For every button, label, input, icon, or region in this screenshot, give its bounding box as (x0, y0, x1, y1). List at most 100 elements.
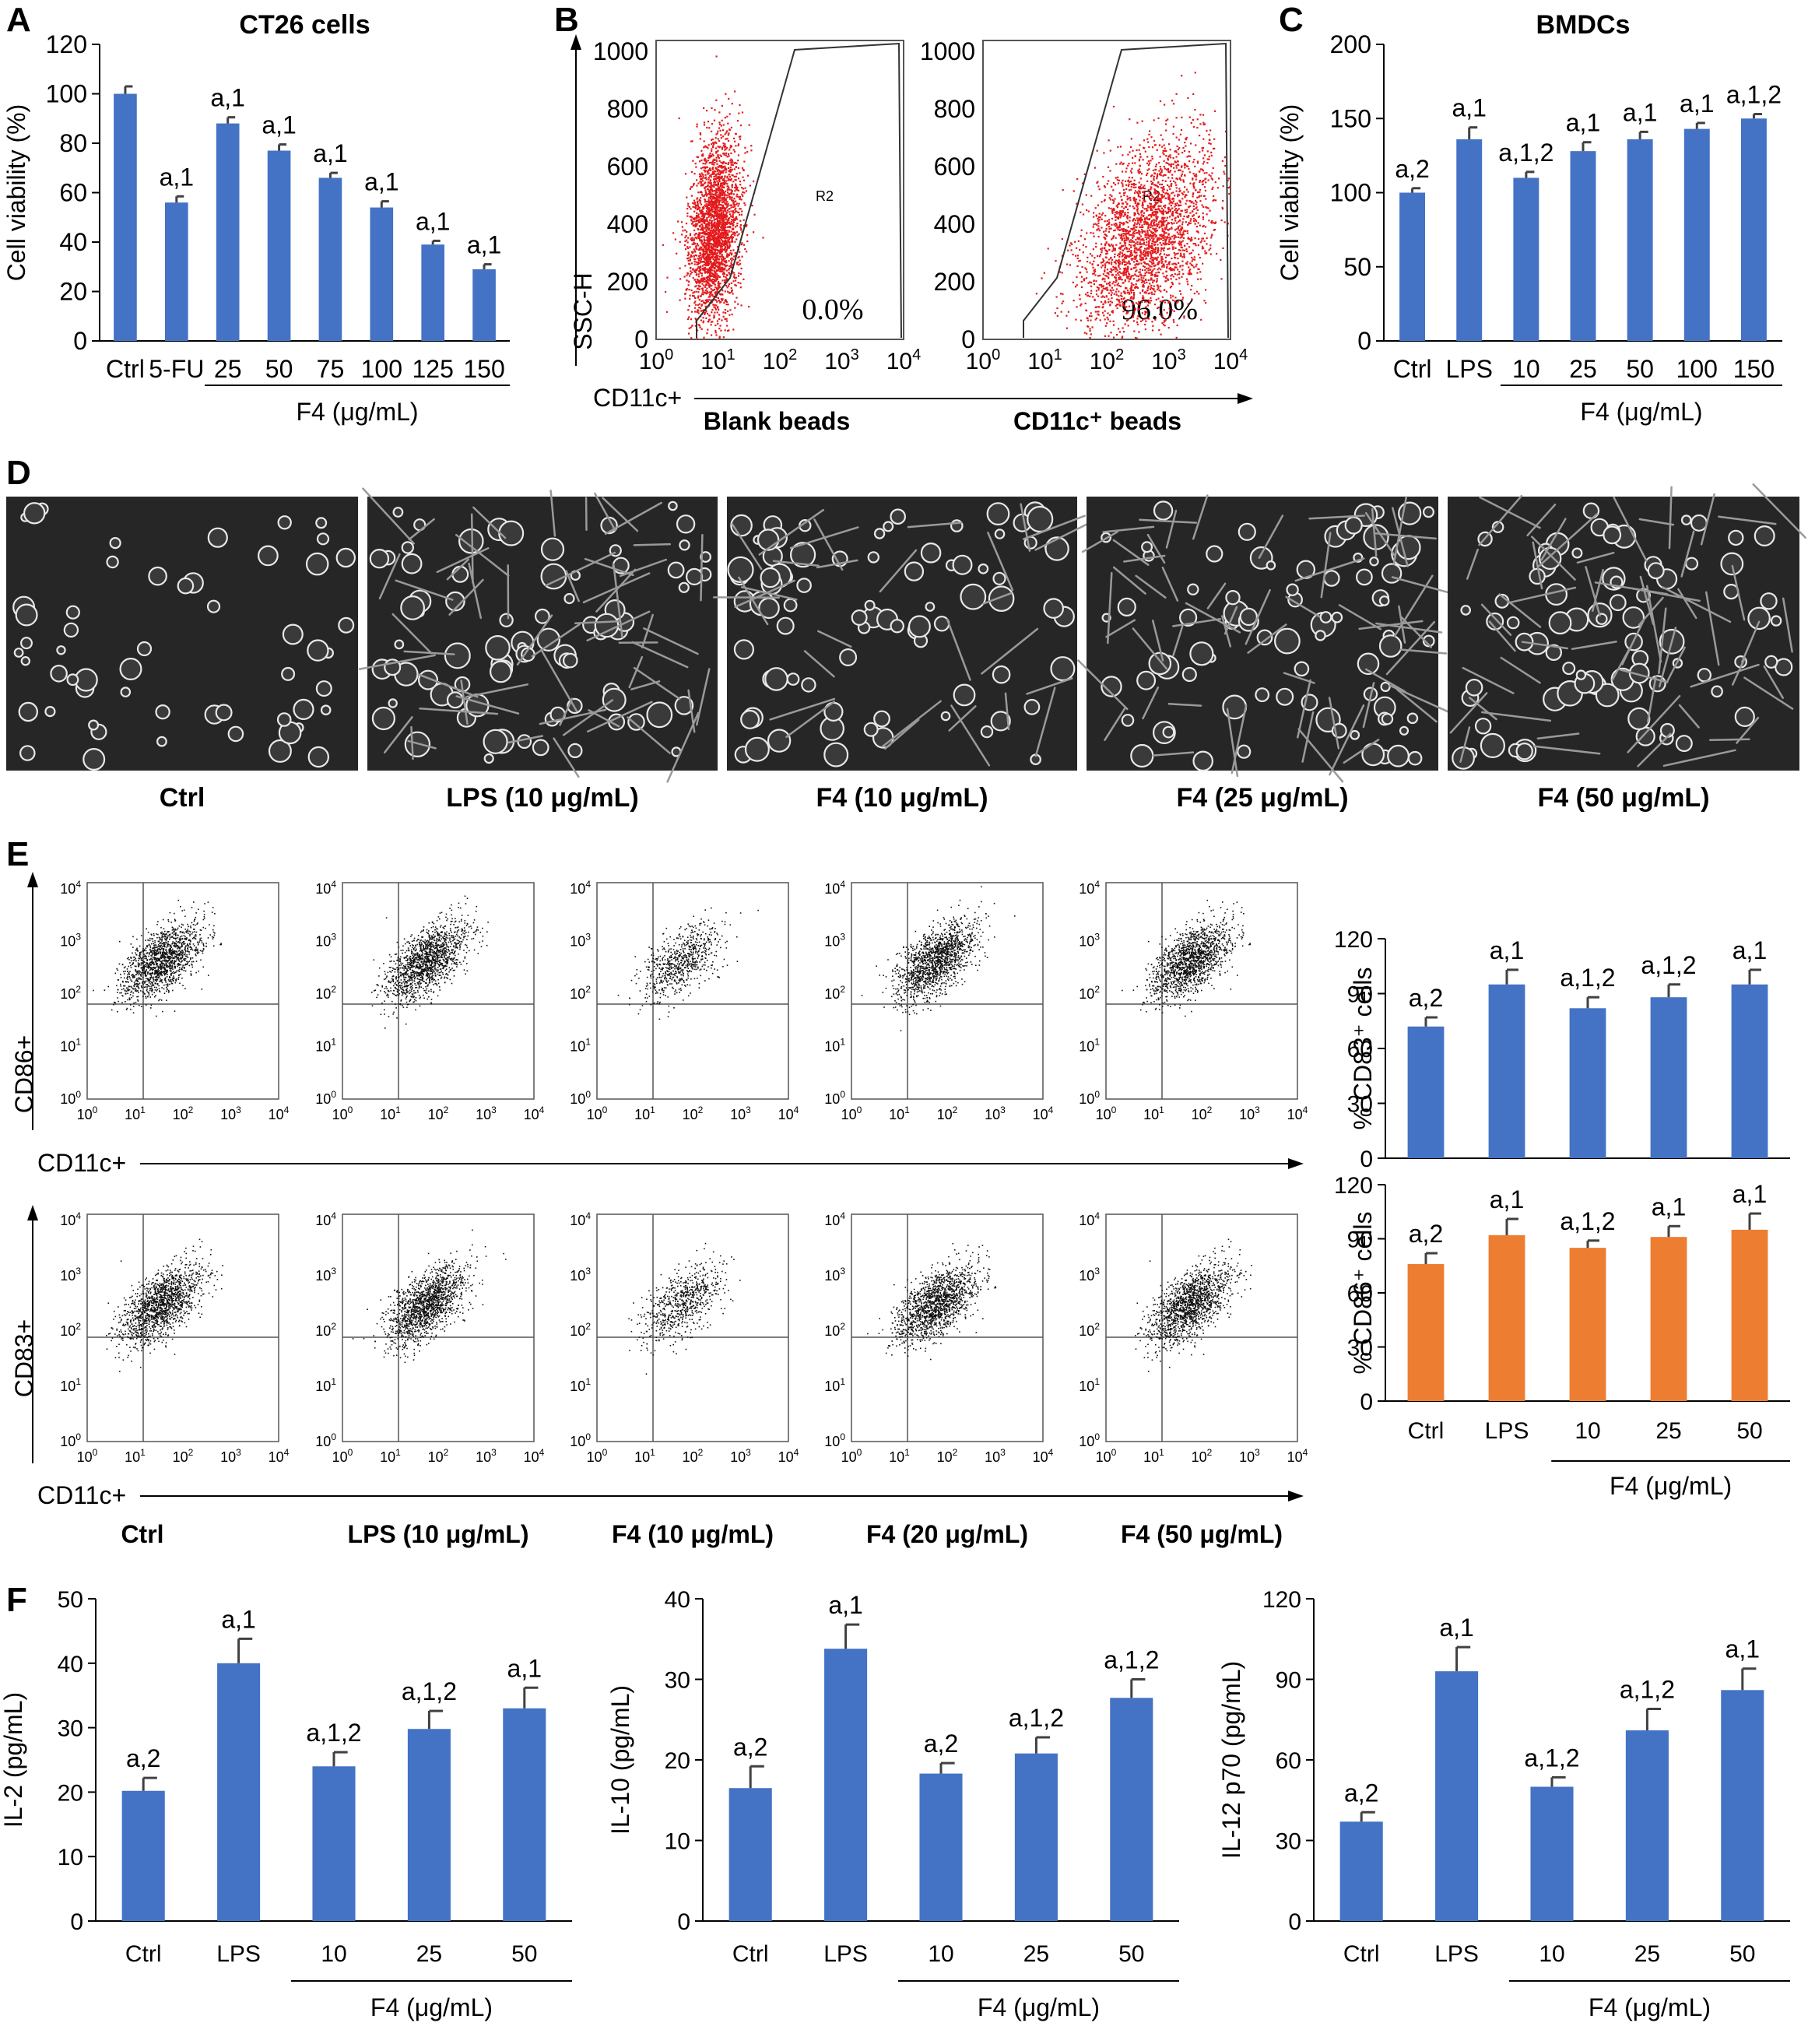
flow-event (703, 207, 704, 209)
flow-event (725, 290, 726, 292)
flow-event (714, 237, 715, 239)
flow-event (672, 232, 674, 234)
flow-event (700, 212, 701, 213)
flow-event (1133, 314, 1135, 315)
flow-event (739, 198, 740, 200)
flow-event (1123, 192, 1125, 194)
flow-event (705, 174, 707, 176)
flow-event (685, 173, 686, 174)
flow-event (1098, 289, 1100, 290)
flow-event (1135, 307, 1136, 309)
flow-event (716, 200, 718, 202)
flow-event (684, 241, 686, 242)
flow-event (711, 243, 712, 244)
flow-b-ytick: 1000 (593, 37, 648, 65)
flow-event (697, 244, 699, 246)
flow-event (1086, 333, 1087, 335)
significance-label: a,1,2 (1641, 951, 1696, 979)
flow-event (1171, 223, 1173, 224)
flow-event (739, 256, 740, 258)
flow-event (702, 236, 704, 237)
flow-event (690, 188, 691, 190)
flow-event (732, 293, 734, 294)
flow-event (1119, 304, 1121, 306)
flow-event (725, 300, 727, 302)
flow-event (690, 318, 692, 320)
flow-event (1083, 251, 1084, 253)
flow-event (742, 256, 743, 258)
significance-label: a,1 (1439, 1614, 1473, 1642)
flow-event (1111, 292, 1113, 293)
flow-event (1180, 134, 1181, 135)
flow-event (1176, 337, 1178, 339)
flow-event (714, 234, 715, 235)
flow-event (1205, 190, 1206, 191)
flow-event (1147, 233, 1149, 234)
flow-event (705, 186, 707, 188)
flow-event (739, 227, 741, 228)
flow-event (1195, 202, 1197, 203)
flow-event (1146, 173, 1148, 174)
flow-event (694, 279, 696, 280)
flow-event (1138, 195, 1139, 197)
flow-event (723, 216, 725, 218)
flow-event (743, 180, 745, 181)
y-tick-label: 30 (1276, 1829, 1301, 1855)
flow-event (716, 301, 718, 303)
flow-event (1067, 250, 1069, 251)
flow-event (1157, 286, 1159, 288)
flow-event (1108, 226, 1110, 227)
flow-event (1089, 330, 1090, 332)
flow-event (721, 222, 722, 223)
flow-event (708, 177, 710, 178)
significance-label: a,1 (416, 207, 450, 235)
flow-event (1108, 219, 1110, 220)
flow-event (1183, 181, 1185, 183)
flow-event (709, 202, 711, 204)
y-tick-label: 150 (1330, 104, 1371, 132)
flow-event (1129, 293, 1130, 295)
flow-event (1115, 244, 1117, 246)
flow-event (704, 237, 705, 238)
flow-event (716, 157, 718, 159)
flow-event (714, 227, 715, 228)
flow-event (721, 261, 722, 262)
flow-b-ytick: 600 (607, 153, 648, 181)
flow-event (1151, 237, 1153, 239)
flow-event (693, 238, 695, 240)
flow-event (726, 183, 728, 184)
flow-event (717, 166, 718, 167)
flow-event (1111, 186, 1112, 188)
flow-event (723, 302, 725, 304)
flow-event (713, 159, 714, 160)
flow-event (1143, 223, 1145, 225)
flow-event (1085, 246, 1087, 248)
flow-event (690, 238, 692, 240)
flow-event (1107, 269, 1108, 270)
flow-event (704, 159, 705, 160)
flow-event (703, 321, 704, 322)
flow-event (1115, 163, 1117, 165)
flow-event (707, 262, 709, 263)
flow-event (1210, 175, 1212, 177)
flow-event (1117, 307, 1118, 309)
flow-event (703, 293, 704, 295)
flow-b-xtick: 104 (1213, 346, 1248, 374)
flow-event (738, 177, 739, 179)
flow-event (1108, 258, 1110, 260)
flow-event (704, 233, 705, 234)
flow-event (725, 223, 726, 225)
flow-event (1111, 294, 1112, 296)
flow-event (692, 239, 693, 241)
flow-event (740, 125, 742, 126)
bar (1399, 193, 1425, 342)
significance-label: a,1 (210, 84, 244, 112)
flow-event (693, 211, 695, 212)
flow-event (728, 134, 729, 135)
flow-event (1168, 196, 1170, 198)
flow-event (715, 147, 717, 149)
flow-event (1154, 191, 1156, 193)
flow-event (1213, 167, 1214, 169)
flow-event (1144, 248, 1146, 249)
group-label: F4 (μg/mL) (1580, 398, 1702, 426)
